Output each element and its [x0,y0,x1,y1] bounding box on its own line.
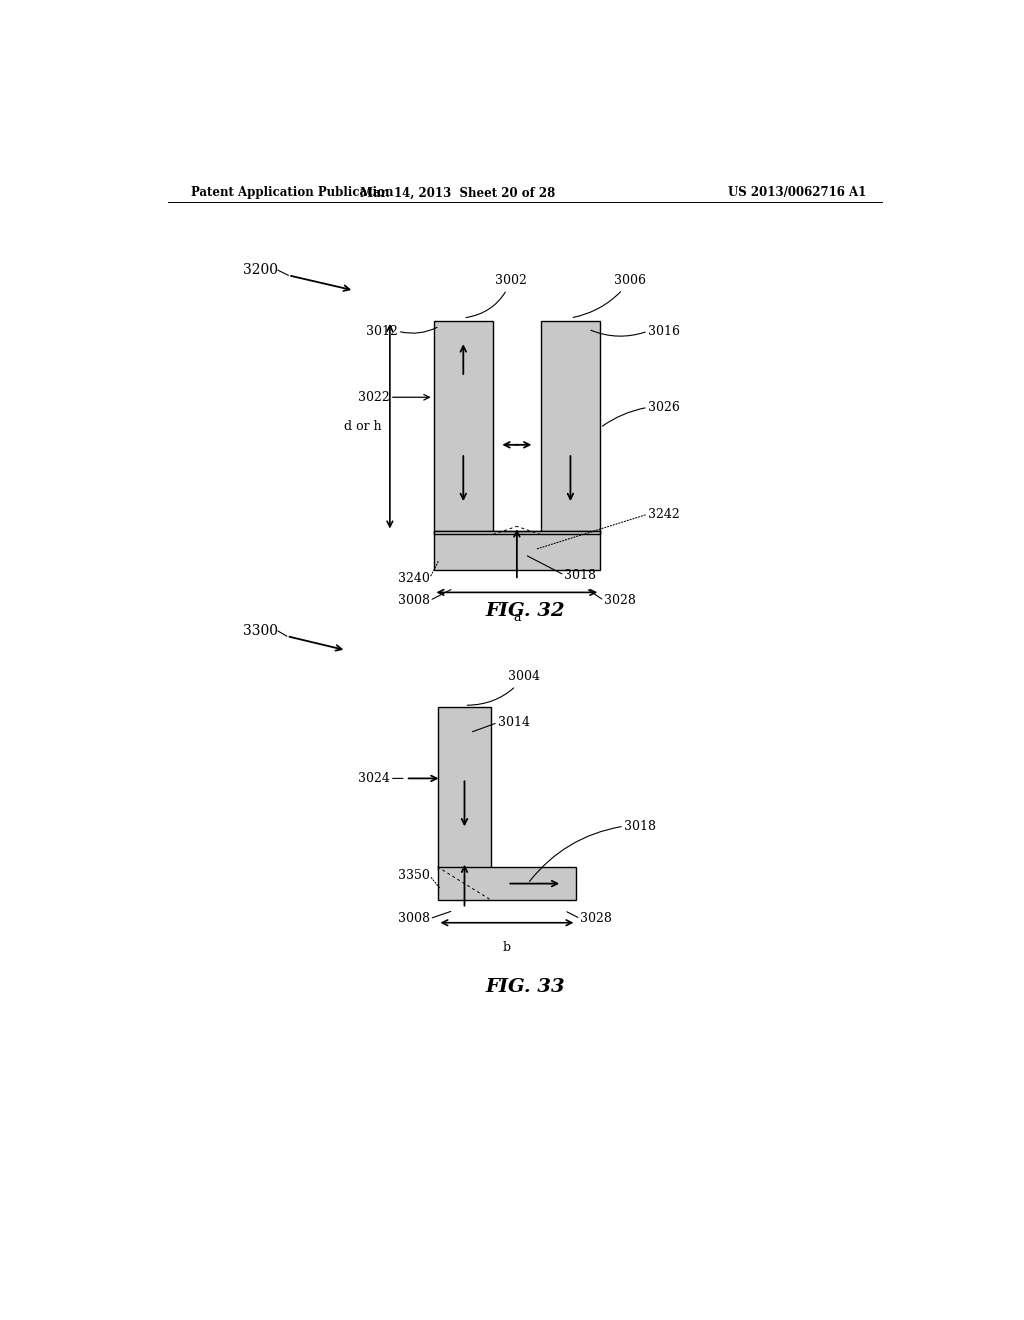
Text: b: b [503,941,511,954]
Text: 3004: 3004 [467,671,540,705]
Text: 3300: 3300 [243,624,279,638]
Text: 3016: 3016 [648,325,680,338]
Text: Patent Application Publication: Patent Application Publication [191,186,394,199]
Bar [433,532,600,535]
Text: d or h: d or h [344,420,382,433]
Text: 3002: 3002 [466,273,527,318]
Text: 3026: 3026 [648,401,680,414]
Text: 3012: 3012 [367,325,398,338]
Bar [433,532,600,570]
Polygon shape [523,532,600,535]
Text: 3028: 3028 [581,912,612,925]
Bar [437,708,492,870]
Bar [433,321,494,535]
Text: 3200: 3200 [243,263,279,277]
Text: 3018: 3018 [624,820,656,833]
Text: 3008: 3008 [397,912,430,925]
Bar [541,321,600,535]
Text: US 2013/0062716 A1: US 2013/0062716 A1 [728,186,866,199]
Text: 3014: 3014 [498,715,529,729]
Text: 3022: 3022 [358,391,390,404]
Polygon shape [433,532,511,535]
Text: 3018: 3018 [564,569,596,582]
Text: FIG. 32: FIG. 32 [485,602,564,619]
Text: 3006: 3006 [573,273,646,317]
Text: 3350: 3350 [397,869,430,882]
Text: 3024: 3024 [358,772,390,785]
Text: 3240: 3240 [397,572,430,585]
Text: FIG. 33: FIG. 33 [485,978,564,995]
Text: 3242: 3242 [648,508,680,520]
Text: a: a [513,611,520,623]
Bar [437,867,577,900]
Text: 3008: 3008 [397,594,430,607]
Text: 3028: 3028 [604,594,636,607]
Text: Mar. 14, 2013  Sheet 20 of 28: Mar. 14, 2013 Sheet 20 of 28 [359,186,555,199]
